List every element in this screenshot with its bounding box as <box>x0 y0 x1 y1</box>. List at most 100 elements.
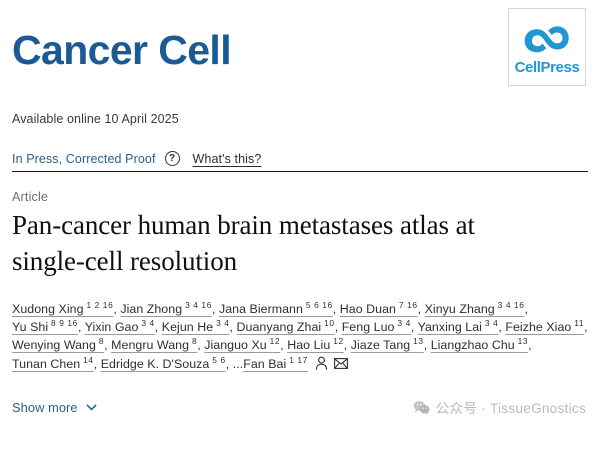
author-name[interactable]: Feizhe Xiao 11 <box>505 318 585 335</box>
author-separator: , <box>229 320 237 335</box>
author-name[interactable]: Hao Liu 12 <box>287 336 344 353</box>
author-affiliation-refs: 1 17 <box>286 354 308 365</box>
author-entry[interactable]: Hao Liu 12 <box>287 336 344 353</box>
author-affiliation-refs: 3 4 <box>213 318 230 329</box>
author-affiliation-refs: 11 <box>571 318 585 329</box>
author-affiliation-refs: 1 2 16 <box>83 299 114 310</box>
author-entry[interactable]: Jianguo Xu 12 <box>204 336 281 353</box>
author-entry[interactable]: Feizhe Xiao 11 <box>505 318 585 335</box>
author-entry[interactable]: Xudong Xing 1 2 16 <box>12 299 114 316</box>
author-entry[interactable]: Kejun He 3 4 <box>161 318 230 335</box>
author-affiliation-refs: 3 4 <box>394 318 411 329</box>
author-affiliation-refs: 3 4 <box>138 318 155 329</box>
author-name[interactable]: Mengru Wang 8 <box>111 336 198 353</box>
author-separator: , <box>280 338 288 353</box>
publication-status-row: In Press, Corrected Proof ? What's this? <box>12 151 261 166</box>
author-entry[interactable]: Fan Bai 1 17 <box>243 354 308 371</box>
author-name[interactable]: Feng Luo 3 4 <box>341 318 411 335</box>
author-name[interactable]: Tunan Chen 14 <box>12 354 94 371</box>
show-more-label: Show more <box>12 400 78 415</box>
author-entry[interactable]: Jana Biermann 5 6 16 <box>218 299 333 316</box>
watermark-text: 公众号 · TissueGnostics <box>435 401 586 416</box>
available-online-date: Available online 10 April 2025 <box>12 112 179 126</box>
author-affiliation-refs: 3 4 <box>481 318 499 329</box>
author-entry[interactable]: Duanyang Zhai 10 <box>236 318 335 335</box>
author-name[interactable]: Jana Biermann 5 6 16 <box>218 299 333 316</box>
show-more-button[interactable]: Show more <box>12 400 97 415</box>
author-separator: , <box>528 338 532 353</box>
author-separator: , <box>225 356 233 371</box>
author-separator: , <box>423 338 431 353</box>
author-name[interactable]: Jiaze Tang 13 <box>350 336 424 353</box>
author-affiliation-refs: 3 4 16 <box>494 299 525 310</box>
author-entry[interactable]: Jian Zhong 3 4 16 <box>120 299 212 316</box>
email-envelope-icon[interactable] <box>333 356 348 374</box>
author-separator: , <box>93 356 101 371</box>
author-name[interactable]: Liangzhao Chu 13 <box>430 336 529 353</box>
watermark: 公众号 · TissueGnostics <box>413 397 586 417</box>
author-affiliation-refs: 8 9 16 <box>48 318 78 329</box>
author-entry[interactable]: Feng Luo 3 4 <box>341 318 411 335</box>
author-entry[interactable]: Tunan Chen 14 <box>12 354 94 371</box>
author-separator: , <box>498 320 506 335</box>
author-entry[interactable]: Yixin Gao 3 4 <box>84 318 155 335</box>
author-entry[interactable]: Xinyu Zhang 3 4 16 <box>424 299 525 316</box>
author-name[interactable]: Hao Duan 7 16 <box>339 299 418 316</box>
author-name[interactable]: Yanxing Lai 3 4 <box>417 318 499 335</box>
author-name[interactable]: Yixin Gao 3 4 <box>84 318 155 335</box>
author-name[interactable]: Jian Zhong 3 4 16 <box>120 299 212 316</box>
question-mark-circle-icon[interactable]: ? <box>164 151 180 166</box>
author-entry[interactable]: Hao Duan 7 16 <box>339 299 418 316</box>
author-name[interactable]: Duanyang Zhai 10 <box>236 318 335 335</box>
author-separator: , <box>417 302 425 316</box>
whats-this-link[interactable]: What's this? <box>192 151 262 166</box>
author-affiliation-refs: 12 <box>266 336 281 347</box>
author-affiliation-refs: 8 <box>189 336 198 347</box>
author-name[interactable]: Wenying Wang 8 <box>12 336 105 353</box>
author-separator: , <box>343 338 351 353</box>
author-name[interactable]: Jianguo Xu 12 <box>204 336 281 353</box>
author-separator: , <box>524 302 529 316</box>
author-separator: , <box>104 338 112 353</box>
author-name[interactable]: Kejun He 3 4 <box>161 318 230 335</box>
author-affiliation-refs: 12 <box>330 336 344 347</box>
author-affiliation-refs: 5 6 16 <box>302 299 333 310</box>
author-name[interactable]: Edridge K. D'Souza 5 6 <box>100 354 226 371</box>
header-divider <box>12 171 588 172</box>
author-separator: , <box>211 302 219 316</box>
author-separator: , <box>77 320 85 335</box>
author-affiliation-refs: 13 <box>410 336 424 347</box>
author-affiliation-refs: 5 6 <box>209 354 226 365</box>
author-entry[interactable]: Yu Shi 8 9 16 <box>12 318 78 335</box>
author-separator: , <box>584 320 588 335</box>
author-affiliation-refs: 8 <box>95 336 105 347</box>
cellpress-infinity-icon <box>524 26 569 53</box>
wechat-icon <box>413 400 430 414</box>
author-entry[interactable]: Liangzhao Chu 13 <box>430 336 529 353</box>
cellpress-wordmark: CellPress <box>514 59 580 76</box>
author-profile-icon[interactable] <box>315 356 328 375</box>
author-separator: , <box>113 302 121 316</box>
author-name[interactable]: Fan Bai 1 17 <box>243 354 308 371</box>
author-separator: , <box>332 302 340 316</box>
masthead: Cancer Cell CellPress <box>12 0 588 100</box>
author-affiliation-refs: 10 <box>321 318 335 329</box>
author-entry[interactable]: Yanxing Lai 3 4 <box>417 318 499 335</box>
author-entry[interactable]: Jiaze Tang 13 <box>350 336 424 353</box>
article-type-label: Article <box>12 190 49 204</box>
author-affiliation-refs: 13 <box>514 336 529 347</box>
journal-title[interactable]: Cancer Cell <box>12 27 232 73</box>
author-affiliation-refs: 7 16 <box>395 299 418 310</box>
author-affiliation-refs: 3 4 16 <box>182 299 212 310</box>
author-name[interactable]: Xudong Xing 1 2 16 <box>12 299 114 316</box>
author-entry[interactable]: Mengru Wang 8 <box>111 336 198 353</box>
status-badge[interactable]: In Press, Corrected Proof <box>12 151 156 166</box>
author-entry[interactable]: Edridge K. D'Souza 5 6 <box>100 354 226 371</box>
cellpress-logo[interactable]: CellPress <box>508 8 586 86</box>
author-separator: , <box>410 320 418 335</box>
author-list: Xudong Xing 1 2 16, Jian Zhong 3 4 16, J… <box>12 300 590 375</box>
author-name[interactable]: Xinyu Zhang 3 4 16 <box>424 299 525 316</box>
author-name[interactable]: Yu Shi 8 9 16 <box>12 318 78 335</box>
author-entry[interactable]: Wenying Wang 8 <box>12 336 105 353</box>
